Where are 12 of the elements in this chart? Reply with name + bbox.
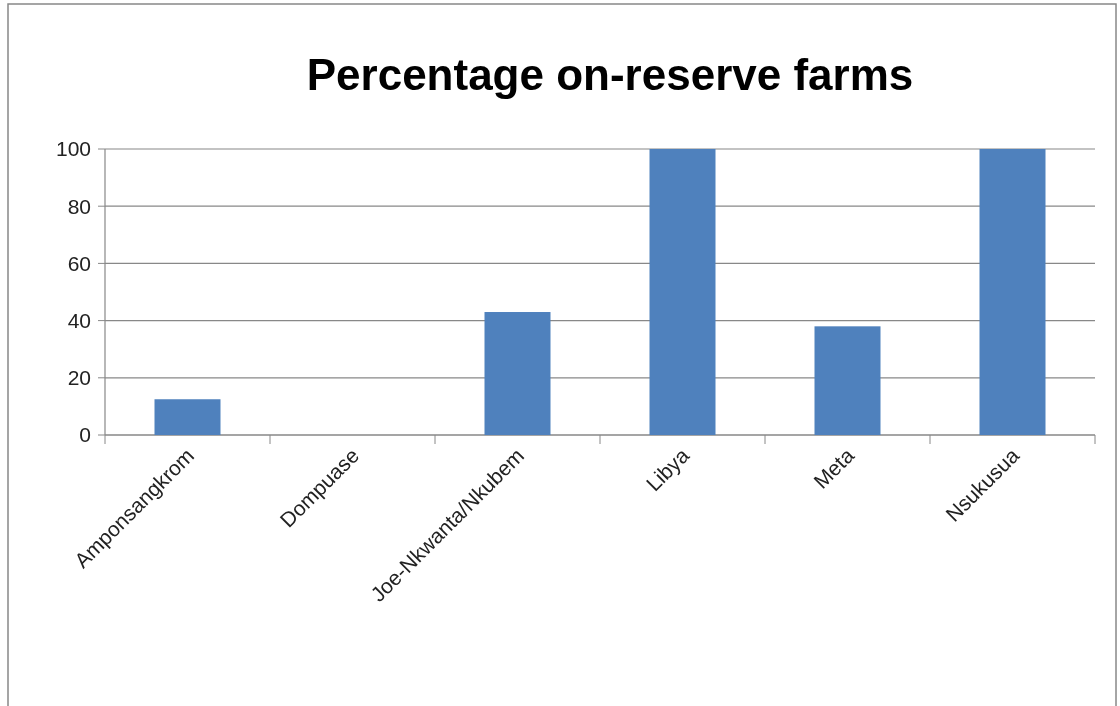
bar bbox=[649, 149, 716, 435]
y-tick-label: 100 bbox=[55, 137, 91, 161]
chart-title: Percentage on-reserve farms bbox=[306, 50, 914, 99]
y-tick-label: 40 bbox=[67, 308, 91, 332]
y-tick-label: 60 bbox=[67, 251, 91, 275]
y-tick-label: 80 bbox=[67, 194, 91, 218]
bar bbox=[979, 149, 1046, 435]
y-tick-label: 20 bbox=[67, 366, 91, 390]
bar bbox=[484, 312, 551, 435]
bar bbox=[814, 326, 881, 435]
y-tick-label: 0 bbox=[79, 423, 91, 447]
bar bbox=[154, 399, 221, 435]
